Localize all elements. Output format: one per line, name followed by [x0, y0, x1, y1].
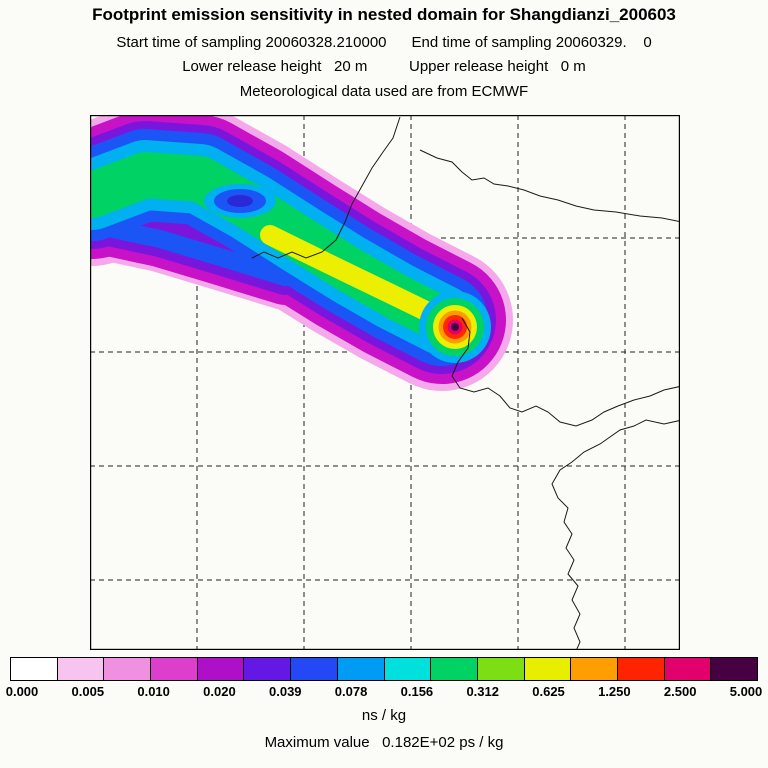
coast-northeast — [419, 149, 680, 223]
grid-lines — [90, 115, 680, 650]
colorbar-segment — [570, 658, 617, 680]
colorbar-tick-label: 0.005 — [71, 684, 105, 699]
colorbar-tick-label: 0.625 — [532, 684, 565, 699]
colorbar-segment — [616, 658, 664, 680]
colorbar-tick-label: 5.000 — [729, 684, 763, 699]
colorbar-tick-label: 0.000 — [5, 684, 39, 699]
colorbar-segment — [710, 658, 757, 680]
colorbar-segment — [476, 658, 524, 680]
plume-hotspot — [419, 291, 491, 363]
colorbar-tick-label: 0.156 — [400, 684, 434, 699]
coast-south — [551, 419, 680, 650]
colorbar-tick-label: 0.020 — [203, 684, 236, 699]
colorbar-segment — [103, 658, 151, 680]
colorbar-tick-label: 0.078 — [334, 684, 368, 699]
colorbar-segment — [523, 658, 571, 680]
map — [90, 115, 680, 650]
colorbar-segment — [430, 658, 477, 680]
sampling-times-line: Start time of sampling 20060328.210000 E… — [116, 34, 652, 51]
max-value-label: Maximum value 0.182E+02 ps / kg — [264, 734, 504, 751]
colorbar-tick-label: 0.010 — [137, 684, 170, 699]
colorbar-labels: 0.000 0.005 0.010 0.020 0.039 0.078 0.156 0.312… — [6, 684, 763, 700]
colorbar-segment — [290, 658, 337, 680]
units-label: ns / kg — [361, 707, 407, 724]
plume — [92, 175, 491, 363]
colorbar-segment — [243, 658, 291, 680]
colorbar-tick-label: 2.500 — [663, 684, 697, 699]
coastlines — [251, 116, 680, 650]
colorbar-segment — [663, 658, 711, 680]
receptor-maximum — [451, 323, 459, 331]
coast-bohai — [451, 317, 680, 427]
met-data-line: Meteorological data used are from ECMWF — [239, 83, 529, 100]
colorbar-segment — [11, 658, 57, 680]
colorbar — [10, 657, 758, 681]
plume-hole — [204, 184, 276, 218]
colorbar-segment — [336, 658, 384, 680]
page-title: Footprint emission sensitivity in nested… — [92, 5, 676, 24]
map-border — [90, 115, 680, 650]
colorbar-segment — [150, 658, 197, 680]
colorbar-tick-label: 1.250 — [598, 684, 631, 699]
colorbar-segment — [56, 658, 104, 680]
colorbar-segment — [196, 658, 244, 680]
border-inland — [251, 116, 401, 259]
colorbar-segment — [383, 658, 431, 680]
release-heights-line: Lower release height 20 m Upper release … — [182, 58, 586, 75]
colorbar-tick-label: 0.312 — [466, 684, 499, 699]
map-svg — [90, 115, 680, 650]
colorbar-tick-label: 0.039 — [268, 684, 302, 699]
